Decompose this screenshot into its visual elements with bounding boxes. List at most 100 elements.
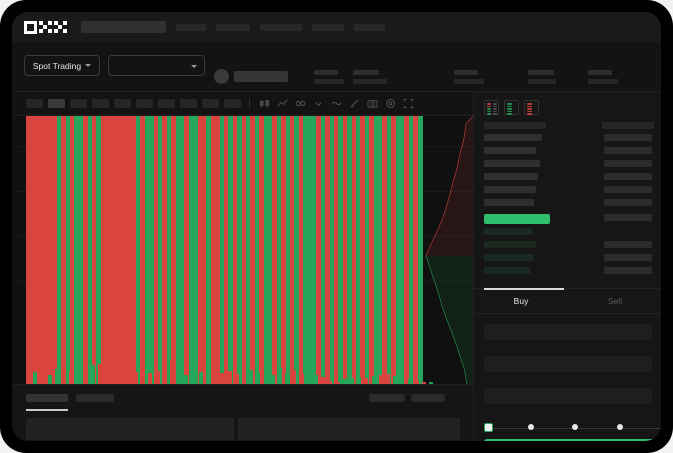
orderbook-last-amount <box>604 214 652 221</box>
volume-bar <box>407 379 412 384</box>
orderbook-bid-row[interactable] <box>484 254 534 261</box>
orderbook-bid-row[interactable] <box>484 267 530 274</box>
candle <box>39 116 45 384</box>
orders-tab-1[interactable] <box>76 394 114 402</box>
volume-bar <box>400 377 405 384</box>
orderbook-ask-row[interactable] <box>484 134 542 141</box>
candle <box>87 116 93 384</box>
candle <box>316 116 322 384</box>
orderbook-ask-row[interactable] <box>484 199 534 206</box>
tab-buy[interactable]: Buy <box>474 289 568 313</box>
orderbook-ask-row[interactable] <box>484 147 536 154</box>
candle <box>378 116 383 384</box>
candle <box>250 116 256 384</box>
nav-item-0[interactable] <box>176 23 206 31</box>
indicator-icon[interactable] <box>294 98 306 110</box>
search-input[interactable] <box>81 21 166 33</box>
candle <box>325 116 331 384</box>
candle <box>391 116 397 384</box>
candle <box>272 116 278 384</box>
slider-stop-75[interactable] <box>616 424 623 430</box>
candle <box>96 116 102 384</box>
timeframe-button-9[interactable] <box>224 99 241 108</box>
candle <box>276 116 282 384</box>
drawing-tools-icon[interactable] <box>348 98 360 110</box>
candle <box>382 116 388 384</box>
orderbook-header-price <box>484 122 546 129</box>
orders-row-0[interactable] <box>26 418 234 440</box>
nav-item-2[interactable] <box>260 23 302 31</box>
orderbook-both-icon[interactable] <box>484 100 499 115</box>
orderbook-ask-row[interactable] <box>484 173 538 180</box>
candle <box>237 116 243 384</box>
tab-sell-label: Sell <box>607 296 623 306</box>
slider-stop-25[interactable] <box>527 424 534 430</box>
nav-item-3[interactable] <box>312 23 344 31</box>
camera-icon[interactable] <box>366 98 378 110</box>
timeframe-button-0[interactable] <box>26 99 43 108</box>
orders-row-1[interactable] <box>238 418 460 440</box>
submit-order-button[interactable] <box>484 439 661 441</box>
okx-logo-icon[interactable] <box>24 20 67 34</box>
candle <box>158 116 163 384</box>
volume-bar <box>256 373 261 384</box>
candle <box>219 116 225 384</box>
candle <box>153 116 159 384</box>
orders-control-0[interactable] <box>369 394 405 402</box>
timeframe-button-4[interactable] <box>114 99 131 108</box>
trading-pair-select[interactable] <box>108 55 205 76</box>
orders-tab-0[interactable] <box>26 394 68 402</box>
timeframe-button-7[interactable] <box>180 99 197 108</box>
tab-buy-label: Buy <box>513 296 529 306</box>
market-stat-value <box>588 79 618 84</box>
candlestick-chart-icon[interactable] <box>258 98 270 110</box>
tab-sell[interactable]: Sell <box>568 289 661 313</box>
timeframe-button-2[interactable] <box>70 99 87 108</box>
trading-mode-select[interactable]: Spot Trading <box>24 55 100 76</box>
orders-control-1[interactable] <box>411 394 445 402</box>
nav-item-1[interactable] <box>216 23 250 31</box>
wave-indicator-icon[interactable] <box>330 98 342 110</box>
market-stat-3 <box>528 70 556 84</box>
timeframe-button-8[interactable] <box>202 99 219 108</box>
volume-bar <box>292 370 297 384</box>
timeframe-button-5[interactable] <box>136 99 153 108</box>
amount-slider-handle[interactable] <box>484 423 493 432</box>
candle <box>356 116 361 384</box>
price-chart[interactable] <box>12 116 473 384</box>
settings-gear-icon[interactable] <box>384 98 396 110</box>
orderbook-ask-row[interactable] <box>484 160 540 167</box>
volume-bar <box>278 368 282 384</box>
order-field-1[interactable] <box>484 356 652 372</box>
candle <box>114 116 119 384</box>
orderbook-ask-row[interactable] <box>484 186 536 193</box>
orderbook-header-amount <box>602 122 654 129</box>
timeframe-button-1[interactable] <box>48 99 65 108</box>
market-stat-0 <box>314 70 344 84</box>
candle <box>34 116 40 384</box>
slider-stop-50[interactable] <box>572 424 578 430</box>
order-field-0[interactable] <box>484 324 652 340</box>
volume-bar <box>105 363 110 384</box>
line-chart-icon[interactable] <box>276 98 288 110</box>
order-field-2[interactable] <box>484 388 652 404</box>
orderbook-bid-row[interactable] <box>484 228 532 235</box>
timeframe-button-3[interactable] <box>92 99 109 108</box>
orderbook-bid-amount <box>604 241 652 248</box>
volume-bar <box>112 369 117 384</box>
timeframe-button-6[interactable] <box>158 99 175 108</box>
chevron-down-icon[interactable] <box>312 98 324 110</box>
candle <box>224 116 229 384</box>
orderbook-bid-amount <box>604 267 652 274</box>
fullscreen-icon[interactable] <box>402 98 414 110</box>
nav-item-4[interactable] <box>354 23 385 31</box>
orderbook-ask-amount <box>604 199 652 206</box>
orderbook-asks-icon[interactable] <box>524 100 539 115</box>
candle <box>263 116 269 384</box>
orderbook-bids-icon[interactable] <box>504 100 519 115</box>
chevron-down-icon <box>85 64 92 67</box>
candle <box>43 116 49 384</box>
orderbook-bid-row[interactable] <box>484 241 536 248</box>
candle <box>281 116 287 384</box>
